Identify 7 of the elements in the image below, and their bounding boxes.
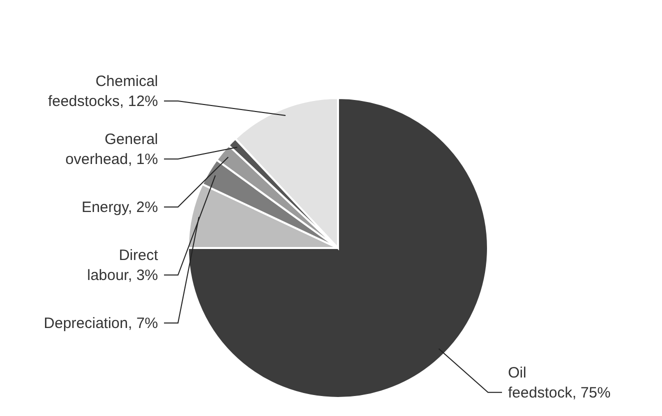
slice-label: Direct labour, 3% [87, 246, 159, 284]
slice-label: Chemical feedstocks, 12% [48, 72, 158, 110]
slice-label: Energy, 2% [82, 198, 158, 216]
slice-label: Oil feedstock, 75% [508, 364, 611, 401]
pie-slice [187, 97, 489, 399]
slice-label: General overhead, 1% [65, 130, 158, 168]
slice-label: Depreciation, 7% [44, 314, 158, 332]
